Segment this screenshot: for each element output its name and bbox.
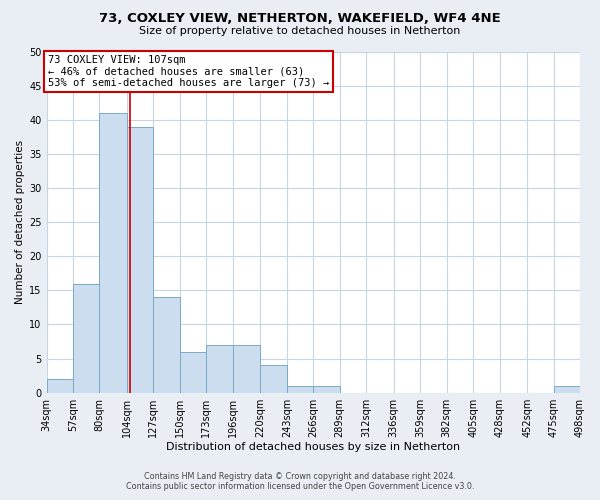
Bar bbox=[180, 352, 206, 393]
Text: 73 COXLEY VIEW: 107sqm
← 46% of detached houses are smaller (63)
53% of semi-det: 73 COXLEY VIEW: 107sqm ← 46% of detached… bbox=[47, 55, 329, 88]
Text: Contains HM Land Registry data © Crown copyright and database right 2024.
Contai: Contains HM Land Registry data © Crown c… bbox=[126, 472, 474, 491]
Bar bbox=[313, 386, 340, 392]
Bar bbox=[127, 126, 154, 392]
Text: Size of property relative to detached houses in Netherton: Size of property relative to detached ho… bbox=[139, 26, 461, 36]
Bar bbox=[554, 386, 580, 392]
Bar bbox=[154, 297, 180, 392]
Bar bbox=[260, 366, 287, 392]
Text: 73, COXLEY VIEW, NETHERTON, WAKEFIELD, WF4 4NE: 73, COXLEY VIEW, NETHERTON, WAKEFIELD, W… bbox=[99, 12, 501, 26]
Bar bbox=[47, 379, 73, 392]
Bar bbox=[73, 284, 100, 393]
Bar bbox=[206, 345, 233, 393]
Bar bbox=[287, 386, 313, 392]
Bar bbox=[100, 113, 127, 392]
X-axis label: Distribution of detached houses by size in Netherton: Distribution of detached houses by size … bbox=[166, 442, 460, 452]
Bar bbox=[233, 345, 260, 393]
Y-axis label: Number of detached properties: Number of detached properties bbox=[15, 140, 25, 304]
